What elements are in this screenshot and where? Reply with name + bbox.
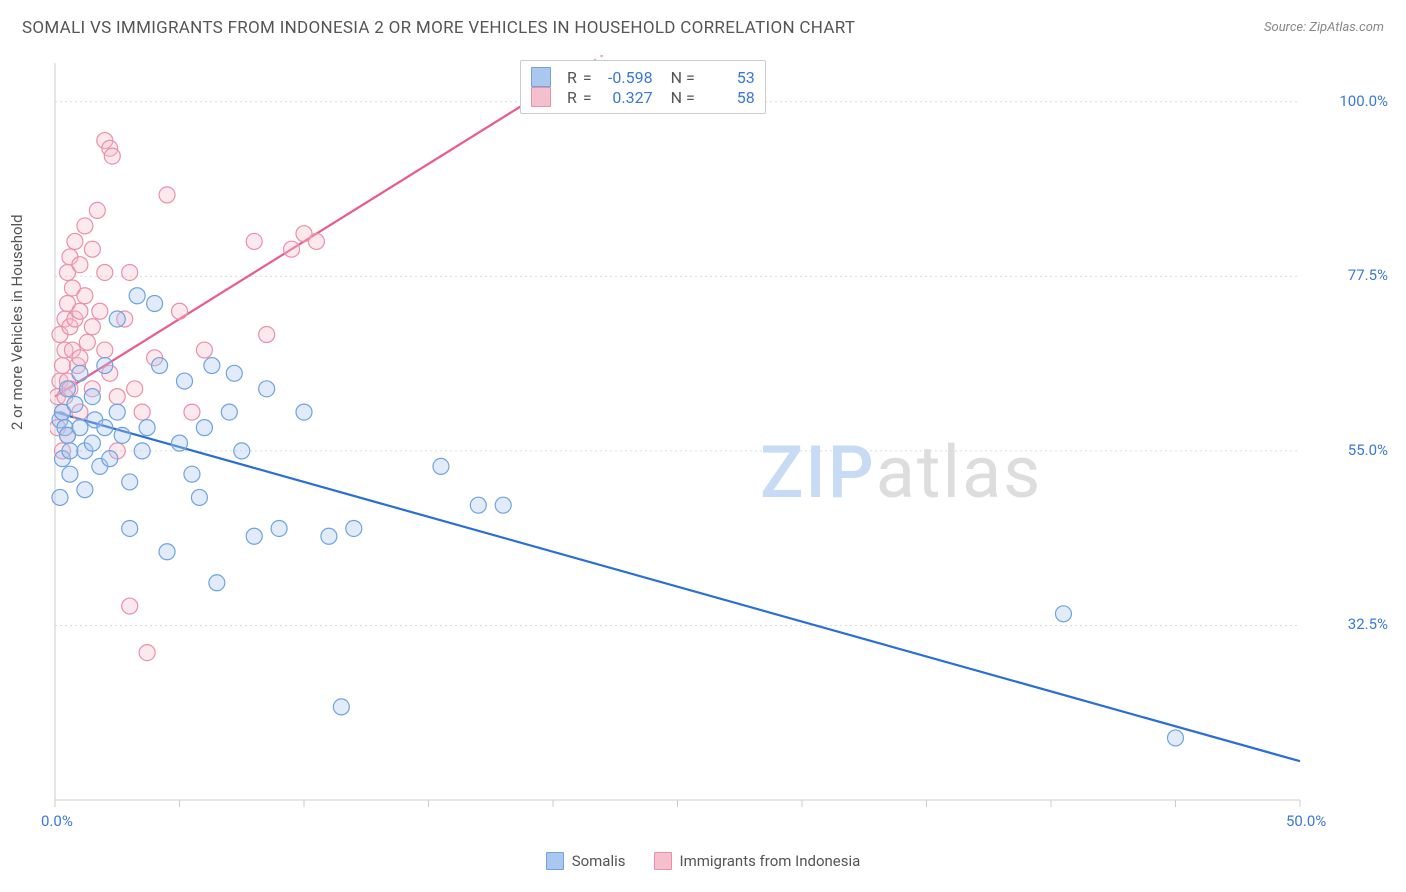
swatch-indonesia [531, 87, 551, 107]
legend-label: Immigrants from Indonesia [680, 852, 861, 870]
scatter-plot [50, 55, 1360, 825]
correlation-row-somalis: R = -0.598 N = 53 [531, 67, 755, 87]
correlation-legend: R = -0.598 N = 53 R = 0.327 N = 58 [520, 60, 766, 114]
n-value-indonesia: 58 [703, 88, 755, 107]
legend-swatch [654, 852, 672, 870]
series-legend: Somalis Immigrants from Indonesia [0, 852, 1406, 874]
x-tick-label: 50.0% [1286, 812, 1326, 830]
swatch-somalis [531, 67, 551, 87]
y-tick-label: 55.0% [1348, 441, 1388, 459]
legend-item: Somalis [546, 852, 626, 870]
y-axis-label: 2 or more Vehicles in Household [8, 214, 26, 430]
x-tick-label: 0.0% [41, 812, 73, 830]
r-value-somalis: -0.598 [601, 68, 653, 87]
legend-label: Somalis [572, 852, 626, 870]
source-attribution: Source: ZipAtlas.com [1264, 20, 1384, 35]
correlation-row-indonesia: R = 0.327 N = 58 [531, 87, 755, 107]
y-tick-label: 100.0% [1339, 92, 1388, 110]
chart-title: SOMALI VS IMMIGRANTS FROM INDONESIA 2 OR… [22, 18, 855, 38]
legend-swatch [546, 852, 564, 870]
y-tick-label: 32.5% [1348, 615, 1388, 633]
r-value-indonesia: 0.327 [601, 88, 653, 107]
y-tick-label: 77.5% [1348, 266, 1388, 284]
legend-item: Immigrants from Indonesia [654, 852, 861, 870]
n-value-somalis: 53 [703, 68, 755, 87]
